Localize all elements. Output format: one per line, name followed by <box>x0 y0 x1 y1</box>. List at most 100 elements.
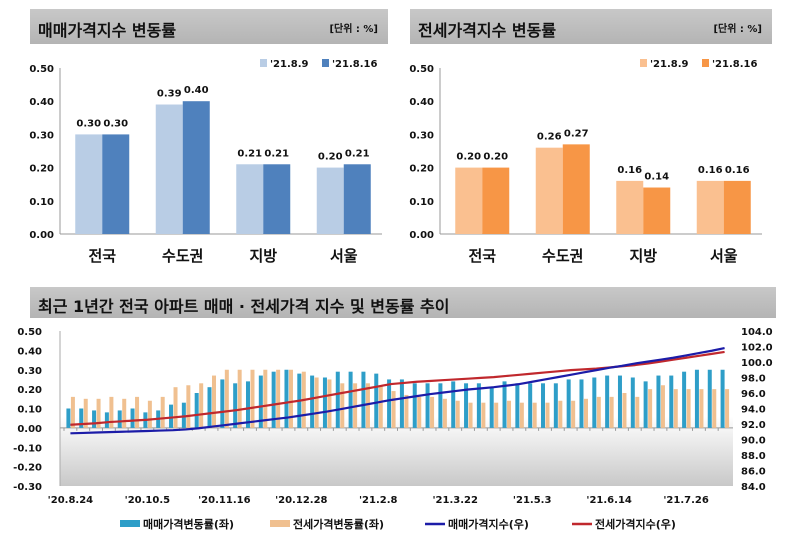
bar-value-label: 0.39 <box>157 89 182 100</box>
legend-swatch <box>640 59 647 67</box>
sale-change-bar <box>502 381 507 428</box>
category-label: 전국 <box>468 247 496 265</box>
x-tick-label: '20.11.16 <box>198 495 250 506</box>
trend-title: 최근 1년간 전국 아파트 매매 · 전세가격 지수 및 변동률 추이 <box>38 297 450 316</box>
category-label: 전국 <box>88 247 116 265</box>
sale-change-bar <box>245 381 250 428</box>
y-tick-label: 0.00 <box>409 230 434 241</box>
sale-change-bar <box>348 371 353 428</box>
jeonse-change-title-bar: 전세가격지수 변동률 [단위 : %] <box>410 9 772 44</box>
sale-change-bar <box>682 371 687 428</box>
bar-current <box>263 164 291 234</box>
category-label: 지방 <box>629 247 657 265</box>
jeonse-change-bar <box>571 400 576 428</box>
legend-swatch <box>260 59 267 67</box>
jeonse-change-bar <box>545 402 550 428</box>
y-tick-label: 0.40 <box>29 97 54 108</box>
jeonse-change-bar <box>147 400 152 428</box>
sale-change-bar <box>220 379 225 428</box>
sale-index-line <box>70 346 725 435</box>
sale-change-bar <box>464 383 469 428</box>
legend-label: 매매가격변동률(좌) <box>143 517 234 531</box>
jeonse-change-bar <box>327 379 332 428</box>
left-y-tick-label: -0.10 <box>13 443 42 454</box>
jeonse-change-bar <box>596 396 601 428</box>
jeonse-change-bar <box>173 387 178 428</box>
y-tick-label: 0.30 <box>409 130 434 141</box>
jeonse-change-bar <box>96 398 101 428</box>
sale-change-bar <box>194 393 199 428</box>
y-tick-label: 0.20 <box>409 164 434 175</box>
legend-swatch <box>120 520 140 527</box>
bar-previous <box>316 167 344 234</box>
jeonse-change-bar <box>250 369 255 428</box>
sale-change-bar <box>656 375 661 428</box>
sale-change-bar <box>399 379 404 428</box>
bar-previous <box>236 164 264 234</box>
right-y-tick-label: 92.0 <box>741 420 766 431</box>
right-y-tick-label: 84.0 <box>741 482 766 493</box>
sale-change-bar <box>117 410 122 428</box>
jeonse-change-bar <box>442 398 447 428</box>
left-y-tick-label: 0.40 <box>17 346 42 357</box>
sale-change-bar <box>553 383 558 428</box>
legend-label: 전세가격변동률(좌) <box>293 517 384 531</box>
category-label: 수도권 <box>542 247 583 265</box>
sale-change-bar <box>489 387 494 428</box>
jeonse-change-bar <box>532 402 537 428</box>
sale-change-bar <box>476 383 481 428</box>
right-y-tick-label: 86.0 <box>741 467 766 478</box>
jeonse-change-bar <box>725 389 730 428</box>
y-tick-label: 0.50 <box>409 64 434 75</box>
sale-change-bar <box>374 373 379 428</box>
jeonse-change-bar <box>314 377 319 428</box>
sale-change-bar <box>387 379 392 428</box>
sale-change-bar <box>451 381 456 428</box>
sale-change-unit: [단위 : %] <box>329 24 378 35</box>
sale-change-bar <box>271 371 276 428</box>
y-tick-label: 0.40 <box>409 97 434 108</box>
jeonse-change-bar <box>135 396 140 428</box>
category-label: 수도권 <box>162 247 203 265</box>
jeonse-change-bar <box>507 400 512 428</box>
legend-swatch <box>322 59 329 67</box>
jeonse-change-bar <box>648 389 653 428</box>
sale-change-bar <box>169 404 174 428</box>
right-y-tick-label: 102.0 <box>741 343 773 354</box>
jeonse-change-bar <box>122 398 127 428</box>
sale-change-bar <box>258 375 263 428</box>
left-y-tick-label: 0.50 <box>17 327 42 338</box>
sale-change-bar <box>720 369 725 428</box>
jeonse-change-bar <box>212 375 217 428</box>
jeonse-change-bar <box>494 402 499 428</box>
sale-change-bar <box>412 383 417 428</box>
sale-change-bar <box>322 377 327 428</box>
sale-change-bar <box>630 377 635 428</box>
jeonse-change-bar <box>365 383 370 428</box>
jeonse-change-bar <box>70 396 75 428</box>
bar-value-label: 0.30 <box>76 118 101 129</box>
sale-change-bar <box>669 375 674 428</box>
jeonse-change-bar <box>686 389 691 428</box>
jeonse-change-bar <box>288 369 293 428</box>
legend-label: 전세가격지수(우) <box>595 517 676 531</box>
sale-change-bar <box>566 379 571 428</box>
y-tick-label: 0.20 <box>29 164 54 175</box>
sale-change-bar <box>541 383 546 428</box>
sale-change-bar <box>528 383 533 428</box>
jeonse-change-bar <box>622 393 627 428</box>
sale-change-bar <box>425 383 430 428</box>
jeonse-change-bar <box>699 389 704 428</box>
bar-current <box>182 101 210 234</box>
sale-change-bar <box>515 383 520 428</box>
sale-change-bar <box>579 379 584 428</box>
jeonse-change-bar <box>378 385 383 428</box>
sale-change-bar <box>592 377 597 428</box>
jeonse-change-bar <box>391 391 396 428</box>
left-y-tick-label: 0.30 <box>17 366 42 377</box>
bar-value-label: 0.30 <box>103 118 128 129</box>
sale-change-bar <box>207 387 212 428</box>
bar-current <box>102 134 130 234</box>
sale-change-bar <box>707 369 712 428</box>
